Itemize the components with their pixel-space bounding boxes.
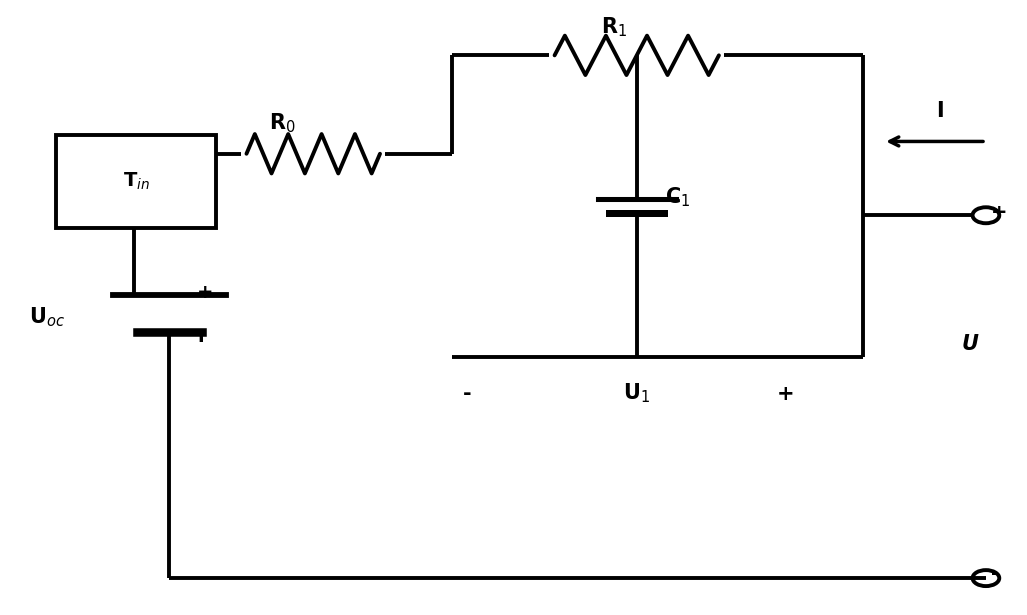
Text: T$_{in}$: T$_{in}$ — [123, 171, 150, 192]
Text: I: I — [936, 101, 944, 121]
Text: -: - — [991, 564, 999, 582]
Text: U$_1$: U$_1$ — [623, 382, 650, 405]
Text: +: + — [991, 204, 1007, 222]
Bar — [56, 135, 216, 228]
Text: R$_1$: R$_1$ — [601, 16, 627, 39]
Text: U$_{oc}$: U$_{oc}$ — [29, 305, 65, 328]
Text: I: I — [197, 328, 203, 346]
Text: R$_0$: R$_0$ — [269, 111, 296, 135]
Text: C$_1$: C$_1$ — [665, 185, 691, 208]
Text: +: + — [197, 283, 214, 301]
Text: U: U — [962, 335, 979, 354]
Text: -: - — [463, 384, 471, 403]
Text: +: + — [776, 384, 795, 403]
